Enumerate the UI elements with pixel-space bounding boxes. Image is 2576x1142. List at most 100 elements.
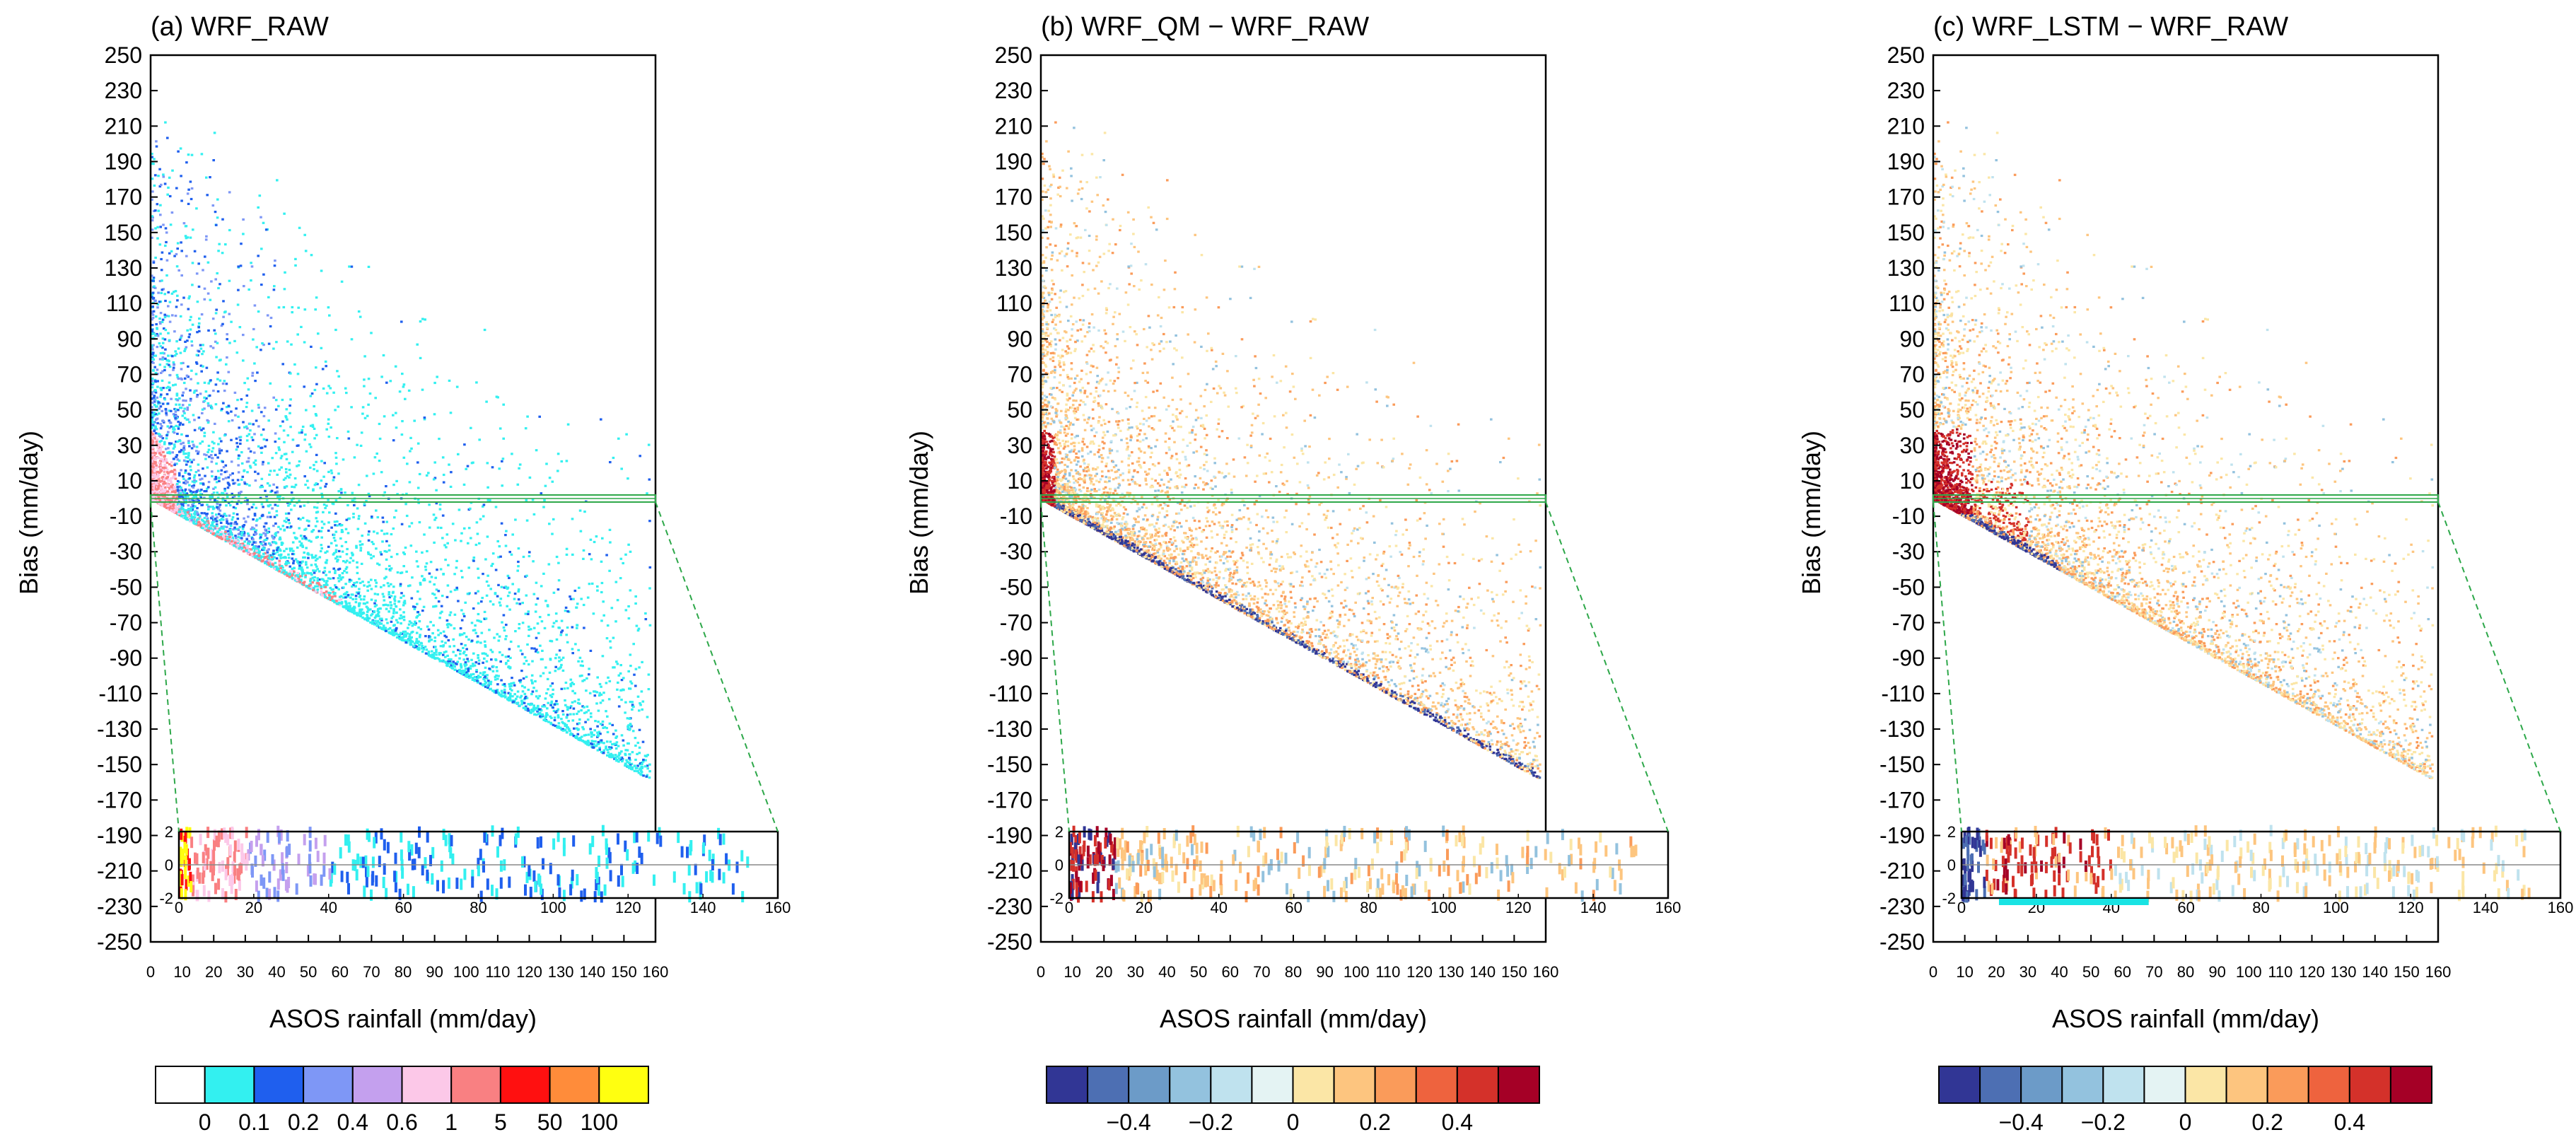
heatmap-cell: [598, 730, 601, 733]
heatmap-cell: [504, 585, 508, 588]
heatmap-cell: [202, 350, 205, 353]
heatmap-cell: [504, 544, 508, 547]
heatmap-cell: [465, 636, 468, 639]
heatmap-cell: [367, 265, 371, 268]
heatmap-cell: [197, 520, 200, 523]
heatmap-cell: [214, 486, 217, 489]
heatmap-cell: [191, 499, 194, 501]
heatmap-cell: [617, 437, 620, 440]
heatmap-cell: [560, 619, 564, 622]
heatmap-cell: [320, 520, 324, 523]
heatmap-cell: [329, 586, 332, 590]
heatmap-cell: [158, 499, 162, 501]
heatmap-cell: [400, 320, 403, 323]
heatmap-cell: [338, 496, 342, 499]
heatmap-cell: [352, 583, 355, 587]
heatmap-cell: [339, 489, 343, 491]
heatmap-cell: [186, 511, 190, 514]
heatmap-cell: [264, 522, 268, 525]
heatmap-cell: [233, 526, 236, 529]
heatmap-cell: [477, 663, 481, 665]
heatmap-cell: [435, 502, 438, 505]
heatmap-cell: [452, 660, 455, 663]
heatmap-cell: [566, 423, 570, 426]
heatmap-cell: [315, 517, 317, 520]
heatmap-cell: [467, 542, 470, 544]
heatmap-cell: [590, 582, 594, 585]
heatmap-cell: [361, 616, 364, 619]
heatmap-cell: [158, 433, 161, 436]
heatmap-cell: [193, 474, 197, 477]
heatmap-cell: [375, 532, 379, 535]
heatmap-cell: [368, 495, 371, 498]
heatmap-cell: [242, 359, 245, 362]
heatmap-cell: [243, 540, 246, 543]
heatmap-cell: [191, 508, 194, 511]
heatmap-cell: [175, 489, 177, 492]
heatmap-cell: [283, 453, 286, 455]
heatmap-cell: [151, 401, 154, 404]
heatmap-cell: [517, 590, 520, 593]
heatmap-cell: [518, 463, 522, 466]
heatmap-cell: [325, 482, 328, 486]
heatmap-cell: [226, 496, 229, 499]
heatmap-cell: [312, 569, 315, 572]
heatmap-cell: [163, 474, 166, 477]
heatmap-cell: [160, 479, 163, 482]
heatmap-cell: [466, 593, 470, 595]
heatmap-cell: [320, 587, 323, 590]
heatmap-cell: [403, 600, 407, 602]
heatmap-cell: [180, 433, 183, 436]
heatmap-cell: [428, 526, 431, 529]
heatmap-cell: [152, 351, 155, 354]
heatmap-cell: [159, 395, 162, 398]
heatmap-cell: [197, 469, 200, 472]
heatmap-cell: [162, 175, 165, 178]
heatmap-cell: [444, 641, 447, 644]
heatmap-cell: [547, 614, 550, 617]
heatmap-cell: [366, 614, 368, 617]
heatmap-cell: [212, 431, 215, 433]
heatmap-cell: [535, 713, 538, 716]
heatmap-cell: [233, 523, 236, 525]
heatmap-cell: [337, 601, 341, 604]
heatmap-cell: [565, 547, 569, 550]
heatmap-cell: [605, 637, 609, 640]
heatmap-cell: [506, 586, 510, 589]
heatmap-cell: [416, 590, 419, 593]
heatmap-cell: [310, 530, 313, 533]
heatmap-cell: [325, 561, 328, 564]
heatmap-cell: [486, 486, 489, 489]
heatmap-cell: [361, 535, 363, 537]
heatmap-cell: [339, 598, 343, 601]
heatmap-cell: [172, 495, 175, 498]
heatmap-cell: [612, 733, 615, 735]
heatmap-cell: [188, 484, 191, 486]
heatmap-cell: [449, 611, 453, 614]
heatmap-cell: [496, 689, 499, 692]
heatmap-cell: [486, 687, 489, 689]
heatmap-cell: [251, 371, 255, 374]
heatmap-cell: [180, 199, 183, 202]
heatmap-cell: [315, 453, 318, 456]
heatmap-cell: [151, 418, 153, 421]
heatmap-cell: [157, 209, 160, 212]
heatmap-cell: [156, 385, 159, 388]
heatmap-cell: [581, 665, 584, 668]
heatmap-cell: [200, 429, 203, 431]
heatmap-cell: [546, 707, 549, 710]
heatmap-cell: [175, 394, 179, 397]
heatmap-cell: [195, 354, 199, 356]
heatmap-cell: [247, 508, 251, 511]
heatmap-cell: [348, 561, 351, 564]
heatmap-cell: [388, 564, 391, 568]
heatmap-cell: [580, 598, 583, 600]
heatmap-cell: [158, 317, 161, 320]
heatmap-cell: [252, 541, 255, 544]
heatmap-cell: [180, 469, 182, 472]
heatmap-cell: [438, 653, 441, 656]
heatmap-cell: [315, 520, 319, 523]
heatmap-cell: [339, 537, 342, 540]
heatmap-cell: [491, 562, 494, 566]
heatmap-cell: [297, 576, 301, 579]
